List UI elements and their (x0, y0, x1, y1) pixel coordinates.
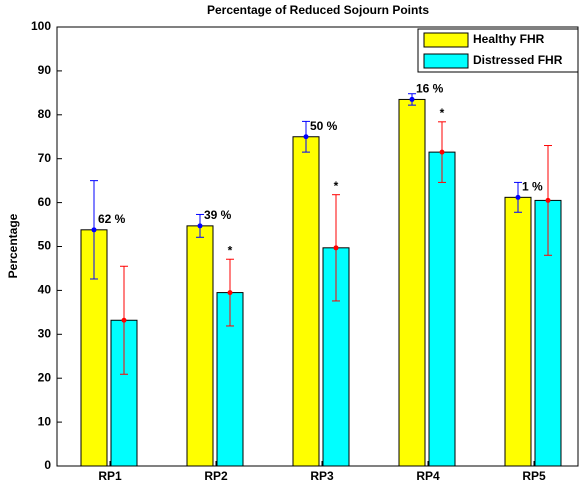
y-tick-label: 100 (31, 19, 51, 33)
bar (504, 196, 532, 467)
annotation: 1 % (522, 180, 543, 194)
y-tick-label: 90 (38, 63, 52, 77)
annotation: 16 % (416, 82, 444, 96)
mean-dot (545, 197, 551, 203)
mean-dot (439, 149, 445, 155)
y-tick-label: 40 (38, 283, 52, 297)
mean-dot (333, 245, 339, 251)
significance-marker: * (228, 243, 233, 257)
y-tick-label: 0 (44, 458, 51, 472)
mean-dot (515, 194, 521, 200)
bar (428, 151, 456, 467)
significance-marker: * (440, 106, 445, 120)
mean-dot (227, 290, 233, 296)
legend-label: Distressed FHR (473, 53, 563, 67)
annotation: 62 % (98, 212, 126, 226)
y-tick-label: 50 (38, 239, 52, 253)
y-tick-label: 60 (38, 195, 52, 209)
x-tick-label: RP4 (416, 469, 440, 483)
x-tick-label: RP3 (310, 469, 334, 483)
mean-dot (197, 223, 203, 229)
mean-dot (91, 227, 97, 233)
chart-title: Percentage of Reduced Sojourn Points (207, 3, 429, 17)
legend-swatch (423, 32, 469, 48)
mean-dot (409, 96, 415, 102)
bar (292, 136, 320, 467)
mean-dot (303, 134, 309, 140)
legend-swatch (423, 53, 469, 69)
y-tick-label: 10 (38, 414, 52, 428)
x-tick-label: RP1 (98, 469, 122, 483)
bar (186, 225, 214, 467)
y-tick-label: 70 (38, 151, 52, 165)
significance-marker: * (334, 179, 339, 193)
x-tick-label: RP2 (204, 469, 228, 483)
annotation: 39 % (204, 208, 232, 222)
x-tick-label: RP5 (522, 469, 546, 483)
y-tick-label: 80 (38, 107, 52, 121)
legend-label: Healthy FHR (473, 32, 545, 46)
annotation: 50 % (310, 119, 338, 133)
y-tick-label: 30 (38, 326, 52, 340)
mean-dot (121, 317, 127, 323)
y-tick-label: 20 (38, 370, 52, 384)
bar (398, 98, 426, 467)
y-axis-label: Percentage (6, 213, 20, 278)
